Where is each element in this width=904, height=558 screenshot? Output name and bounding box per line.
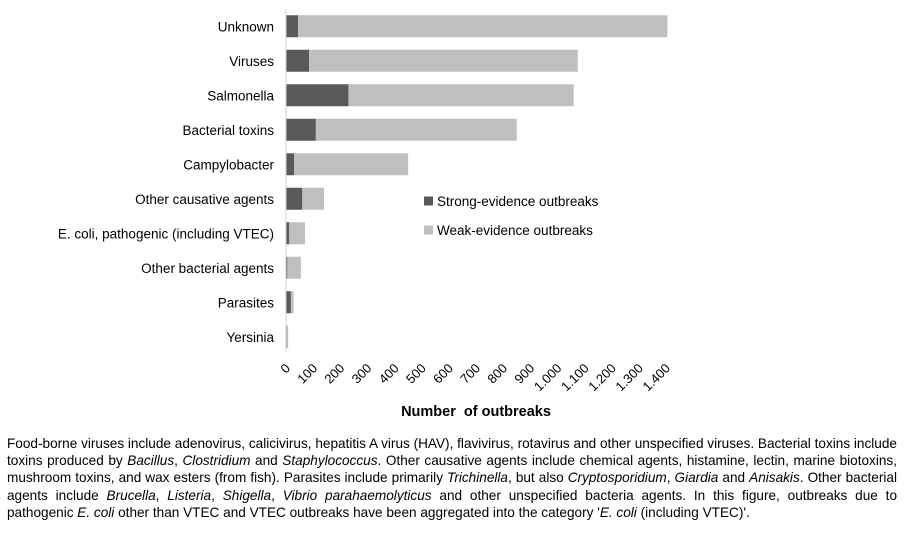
category-label: E. coli, pathogenic (including VTEC): [58, 226, 274, 241]
x-axis-title: Number of outbreaks: [401, 404, 551, 420]
bar-weak-7: [287, 256, 301, 279]
footnote-segment: Giardia: [674, 470, 719, 486]
footnote-segment: and: [718, 470, 750, 486]
bar-strong-6: [286, 222, 290, 245]
footnote-segment: ,: [666, 470, 675, 486]
footnote-segment: ,: [174, 453, 183, 469]
x-tick-label: 300: [349, 361, 375, 387]
footnote-segment: Brucella: [106, 487, 156, 503]
category-label: Bacterial toxins: [182, 123, 274, 138]
bar-strong-8: [286, 291, 291, 314]
bar-weak-6: [289, 222, 305, 245]
bar-strong-4: [286, 153, 295, 176]
footnote-segment: . Other bacterial agents include: [7, 470, 897, 503]
footnote-segment: ,: [211, 487, 223, 503]
stacked-bar-chart: Unknown Viruses Salmonella Bacterial toxins…: [58, 9, 673, 420]
chart-footnote: Food-borne viruses include adenovirus, c…: [7, 435, 897, 521]
bar-weak-0: [298, 15, 668, 38]
x-tick-label: 0: [277, 361, 293, 377]
footnote-segment: Staphylococcus: [282, 453, 378, 469]
footnote-segment: Vibrio parahaemolyticus: [282, 487, 432, 503]
footnote-segment: E. coli: [599, 504, 637, 520]
x-tick-label: 200: [321, 361, 347, 387]
footnote-segment: other than VTEC and VTEC outbreaks have …: [114, 504, 600, 520]
footnote-segment: Trichinella: [447, 470, 508, 486]
category-labels: Unknown Viruses Salmonella Bacterial toxins…: [58, 19, 275, 345]
footnote-segment: ,: [271, 487, 283, 503]
x-tick-label: 700: [457, 361, 483, 387]
bar-strong-0: [286, 15, 299, 38]
x-tick-label: 1.200: [585, 361, 619, 395]
bar-strong-5: [286, 187, 303, 210]
bar-weak-9: [286, 325, 289, 348]
footnote-segment: ,: [155, 487, 168, 503]
footnote-segment: Food-borne viruses include adenovirus, c…: [7, 436, 897, 469]
footnote-segment: Anisakis: [749, 470, 800, 486]
x-tick-label: 600: [430, 361, 456, 387]
bar-strong-1: [286, 49, 310, 72]
bar-strong-7: [286, 256, 288, 279]
category-label: Other bacterial agents: [141, 261, 274, 276]
x-tick-label: 1.100: [558, 361, 592, 395]
x-tick-label: 1.000: [531, 361, 565, 395]
footnote-segment: and other unspecified bacteria agents. I…: [7, 487, 898, 520]
legend-label: Strong-evidence outbreaks: [437, 194, 599, 209]
footnote-segment: . Other causative agents include chemica…: [7, 453, 898, 486]
category-label: Yersinia: [226, 330, 274, 345]
bars-group: [286, 15, 668, 348]
x-tick-label: 1.400: [640, 361, 674, 395]
footnote-segment: , but also: [508, 470, 568, 486]
x-tick-label: 400: [376, 361, 402, 387]
category-label: Campylobacter: [183, 157, 274, 172]
bar-weak-5: [302, 187, 324, 210]
bar-strong-2: [286, 84, 349, 107]
category-label: Parasites: [218, 295, 275, 310]
footnote-segment: Bacillus: [127, 453, 175, 469]
bar-weak-8: [290, 291, 294, 314]
bar-weak-4: [294, 153, 409, 176]
category-label: Salmonella: [207, 88, 274, 103]
category-label: Other causative agents: [135, 192, 274, 207]
footnote-segment: Clostridium: [182, 453, 251, 469]
legend-label: Weak-evidence outbreaks: [437, 223, 593, 238]
bar-weak-3: [315, 118, 517, 141]
legend: Strong-evidence outbreaks Weak-evidence o…: [424, 194, 599, 238]
footnote-segment: and: [250, 453, 283, 469]
bar-weak-1: [309, 49, 578, 72]
legend-swatch-strong: [424, 196, 433, 206]
category-label: Viruses: [229, 54, 274, 69]
bar-weak-2: [348, 84, 574, 107]
footnote-segment: Cryptosporidium: [567, 470, 667, 486]
x-tick-label: 500: [403, 361, 429, 387]
legend-swatch-weak: [424, 225, 433, 235]
bar-strong-3: [286, 118, 316, 141]
footnote-segment: Shigella: [222, 487, 272, 503]
x-tick-label: 100: [294, 361, 320, 387]
footnote-segment: (including VTEC)'.: [636, 504, 750, 520]
x-tick-labels: 0 100 200 300 400 500 600 700 800 9001.0001.1001.…: [277, 361, 673, 395]
category-label: Unknown: [218, 19, 274, 34]
footnote-segment: Listeria: [167, 487, 212, 503]
x-tick-label: 1.300: [612, 361, 646, 395]
footnote-segment: E. coli: [77, 504, 115, 520]
x-tick-label: 800: [484, 361, 510, 387]
